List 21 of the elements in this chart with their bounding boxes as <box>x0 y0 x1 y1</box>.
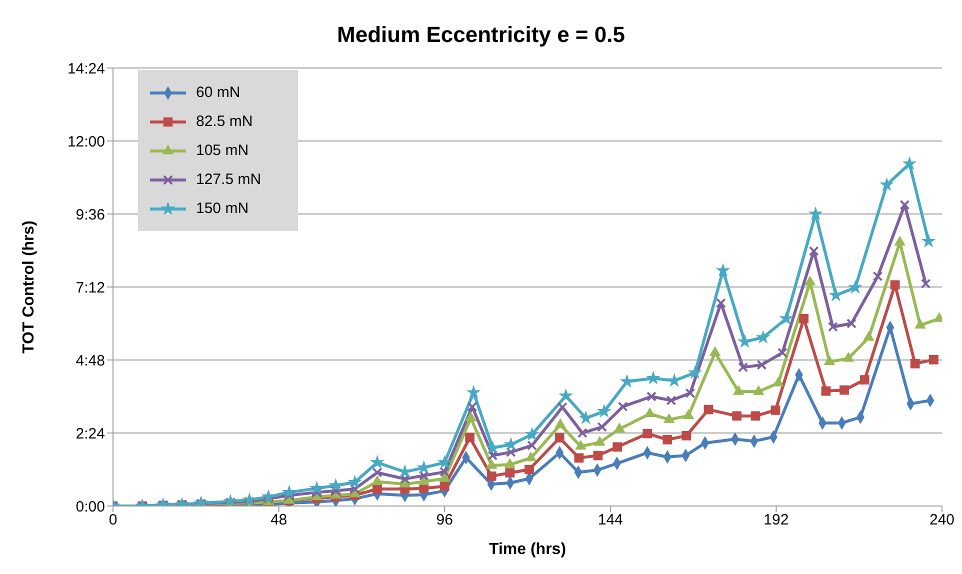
legend-label: 105 mN <box>196 142 249 159</box>
x-tick-label: 192 <box>764 512 789 529</box>
x-tick-label: 0 <box>108 512 118 529</box>
legend-label: 127.5 mN <box>196 171 262 188</box>
y-axis-title: TOT Control (hrs) <box>20 220 38 354</box>
legend-label: 60 mN <box>196 84 240 101</box>
y-tick-label: 12:00 <box>67 133 105 150</box>
x-tick-label: 240 <box>929 512 955 529</box>
legend-label: 150 mN <box>196 200 249 217</box>
y-tick-label: 14:24 <box>67 60 105 78</box>
y-tick-label: 4:48 <box>76 352 105 370</box>
x-axis-title: Time (hrs) <box>488 541 566 558</box>
y-tick-label: 2:24 <box>76 425 105 442</box>
x-tick-label: 48 <box>270 512 288 529</box>
x-tick-label: 144 <box>598 512 623 529</box>
y-tick-label: 7:12 <box>76 279 105 296</box>
y-tick-label: 0:00 <box>76 498 105 516</box>
x-tick-label: 96 <box>436 512 453 529</box>
chart-title: Medium Eccentricity e = 0.5 <box>336 21 626 49</box>
legend-label: 82.5 mN <box>196 113 253 130</box>
y-tick-label: 9:36 <box>76 206 105 224</box>
